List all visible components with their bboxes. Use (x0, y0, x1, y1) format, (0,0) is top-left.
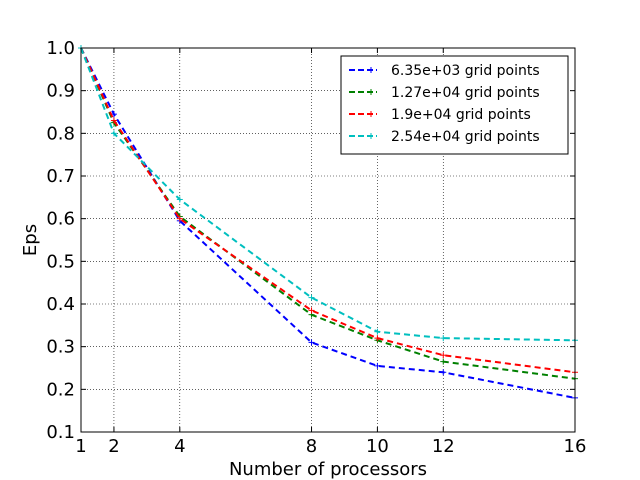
y-tick-label: 0.9 (46, 81, 75, 102)
legend-item: 1.9e+04 grid points (349, 107, 531, 123)
legend: 6.35e+03 grid points 1.27e+04 grid points… (340, 55, 569, 155)
y-tick-label: 0.6 (46, 209, 75, 230)
data-point (440, 369, 447, 376)
data-point (110, 130, 117, 137)
legend-label: 6.35e+03 grid points (391, 63, 540, 79)
axis-ticks (80, 47, 576, 433)
legend-item: 6.35e+03 grid points (349, 63, 540, 79)
y-tick-label: 0.1 (46, 422, 75, 443)
y-tick-label: 1.0 (46, 38, 75, 59)
x-tick-label: 1 (75, 436, 86, 457)
legend-label: 2.54e+04 grid points (391, 129, 540, 145)
data-point (374, 335, 381, 342)
data-point (440, 335, 447, 342)
y-tick-labels: 0.1 0.2 0.3 0.4 0.5 0.6 0.7 0.8 0.9 1.0 (46, 38, 75, 443)
y-tick-label: 0.5 (46, 251, 75, 272)
x-tick-label: 8 (306, 436, 317, 457)
data-point (308, 294, 315, 301)
y-tick-label: 0.8 (46, 123, 75, 144)
plot-frame (80, 47, 576, 433)
x-axis-title: Number of processors (229, 459, 427, 480)
y-tick-label: 0.7 (46, 166, 75, 187)
x-tick-labels: 1 2 4 8 10 12 16 (75, 436, 586, 457)
y-tick-label: 0.2 (46, 379, 75, 400)
legend-item: 1.27e+04 grid points (349, 85, 540, 101)
x-tick-label: 16 (564, 436, 587, 457)
data-point (374, 362, 381, 369)
data-point (374, 328, 381, 335)
data-point (440, 352, 447, 359)
legend-label: 1.9e+04 grid points (391, 107, 531, 123)
x-tick-label: 4 (174, 436, 185, 457)
legend-box (340, 55, 569, 155)
data-point (110, 117, 117, 124)
data-point (440, 358, 447, 365)
data-point (176, 196, 183, 203)
data-point (176, 215, 183, 222)
legend-label: 1.27e+04 grid points (391, 85, 540, 101)
y-tick-label: 0.3 (46, 337, 75, 358)
data-point (308, 339, 315, 346)
y-axis-title: Eps (20, 224, 41, 256)
legend-item: 2.54e+04 grid points (349, 129, 540, 145)
x-tick-label: 10 (366, 436, 389, 457)
data-point (308, 307, 315, 314)
y-tick-label: 0.4 (46, 294, 75, 315)
x-tick-label: 2 (108, 436, 119, 457)
x-tick-label: 12 (432, 436, 455, 457)
